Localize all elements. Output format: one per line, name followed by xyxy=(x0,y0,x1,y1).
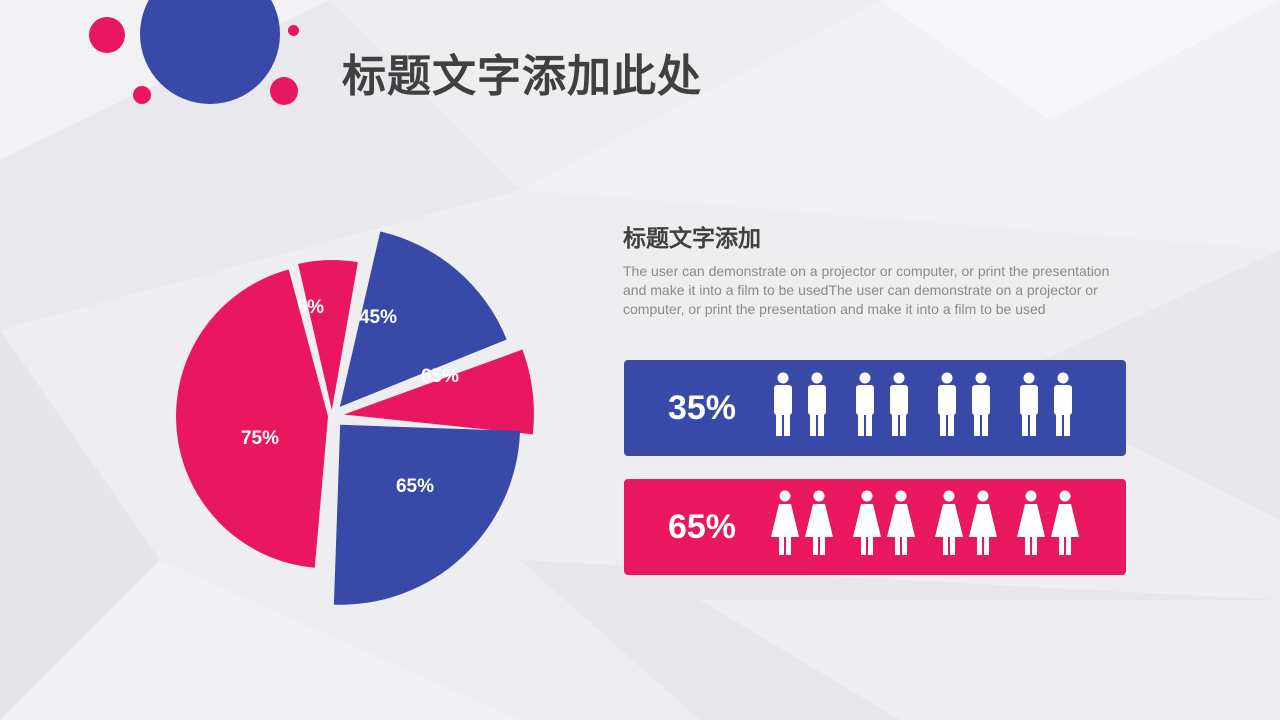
decor-dot-4 xyxy=(288,25,299,36)
decor-dot-1 xyxy=(89,17,125,53)
female-stat-bar: 65% xyxy=(624,479,1126,575)
pie-slice-label: 45% xyxy=(359,307,397,328)
pie-slice-label: 65% xyxy=(396,476,434,497)
pie-chart: 35% 45%65%65%75% xyxy=(176,231,534,605)
female-person-icon xyxy=(887,490,915,555)
male-stat-bar: 35% xyxy=(624,360,1126,456)
female-person-icon xyxy=(1017,490,1045,555)
male-person-icon xyxy=(856,372,874,436)
male-person-icon xyxy=(938,372,956,436)
pie-slice xyxy=(298,260,358,411)
description-text: The user can demonstrate on a projector … xyxy=(623,263,1110,317)
pie-slice xyxy=(176,269,329,568)
pie-slice-label: 65% xyxy=(421,366,459,387)
decor-dot-3 xyxy=(270,77,298,105)
male-stat-value: 35% xyxy=(667,389,737,427)
male-person-icon xyxy=(890,372,908,436)
female-person-icon xyxy=(853,490,881,555)
female-person-icon xyxy=(771,490,799,555)
section-subtitle: 标题文字添加 xyxy=(623,226,761,252)
pie-slice xyxy=(339,231,507,407)
male-person-icon xyxy=(774,372,792,436)
pie-slice-label: 75% xyxy=(241,428,279,449)
pie-slice xyxy=(333,424,521,605)
female-icons-row xyxy=(770,489,1100,565)
male-person-icon xyxy=(808,372,826,436)
page-title: 标题文字添加此处 xyxy=(342,51,702,102)
male-person-icon xyxy=(1054,372,1072,436)
female-person-icon xyxy=(969,490,997,555)
male-person-icon xyxy=(972,372,990,436)
female-person-icon xyxy=(935,490,963,555)
male-person-icon xyxy=(1020,372,1038,436)
female-person-icon xyxy=(805,490,833,555)
male-icons-row xyxy=(770,370,1100,446)
decor-dot-2 xyxy=(133,86,151,104)
female-stat-value: 65% xyxy=(667,508,737,546)
pie-slice xyxy=(343,349,534,435)
female-person-icon xyxy=(1051,490,1079,555)
